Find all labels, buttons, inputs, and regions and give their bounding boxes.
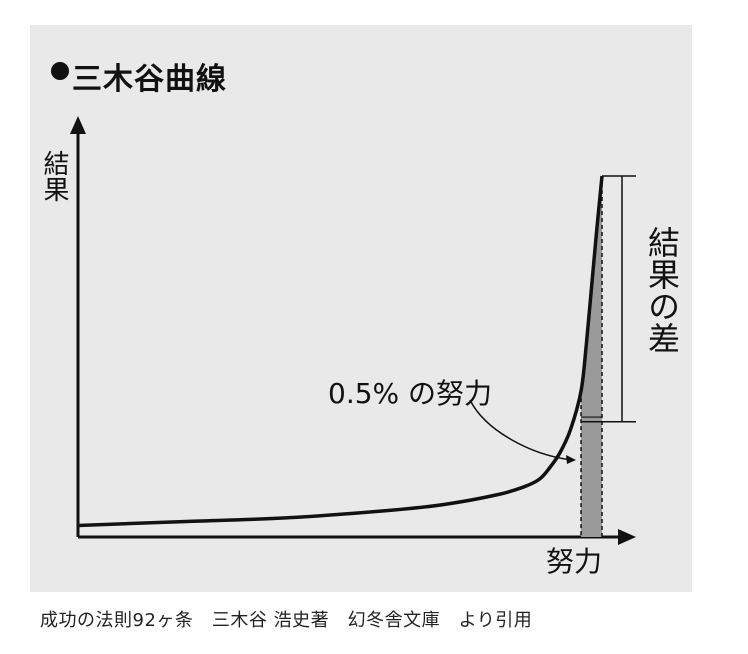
- y-axis-label: 結果: [39, 150, 69, 202]
- result-curve: [77, 175, 604, 528]
- effort-pointer-arrow: [469, 399, 573, 461]
- effort-annotation-label: 0.5% の努力: [328, 377, 493, 410]
- x-axis-label: 努力: [546, 545, 603, 578]
- y-axis-arrow: [70, 116, 86, 134]
- x-axis-arrow: [618, 529, 636, 545]
- title-bullet-icon: [51, 62, 69, 80]
- effort-pointer-arrowhead: [566, 455, 576, 464]
- result-gap-label: 結果の差: [643, 226, 681, 354]
- source-caption: 成功の法則92ヶ条 三木谷 浩史著 幻冬舎文庫 より引用: [40, 610, 533, 631]
- effort-shaded-band: [581, 176, 602, 537]
- chart-title: 三木谷曲線: [72, 62, 227, 97]
